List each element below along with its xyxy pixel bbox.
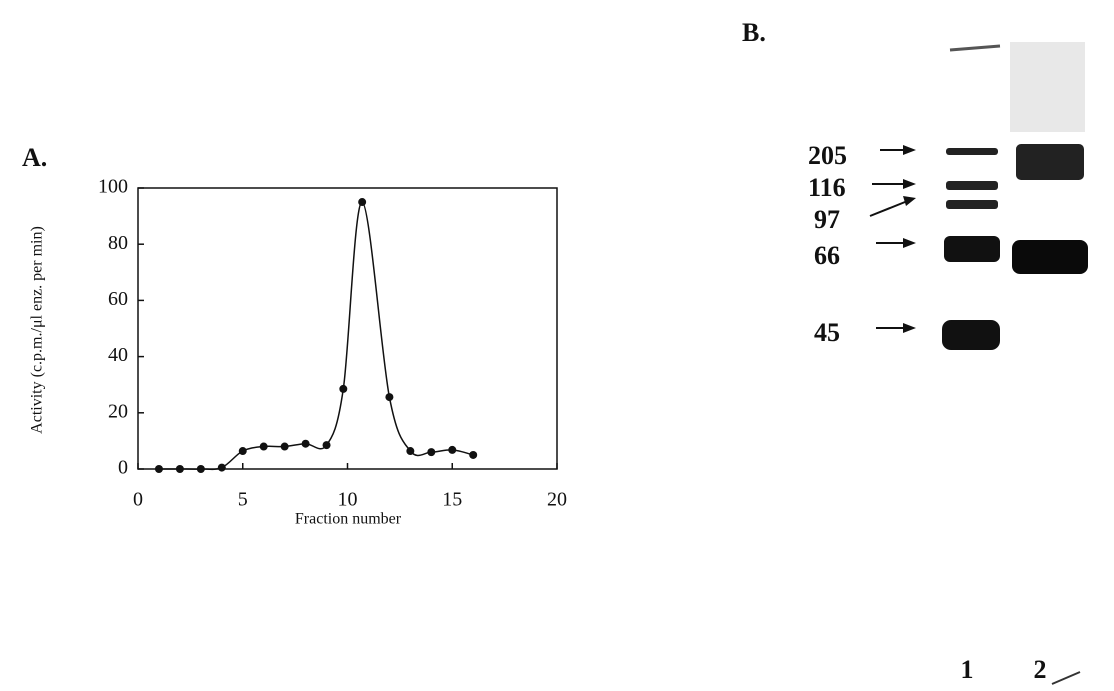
arrow-head	[903, 238, 916, 248]
x-tick-label: 10	[338, 489, 358, 511]
y-tick-label: 0	[118, 457, 128, 479]
band	[942, 320, 1000, 350]
data-point	[302, 440, 310, 448]
gel	[870, 42, 1088, 684]
data-point	[218, 464, 226, 472]
marker-label: 116	[808, 173, 846, 202]
y-tick-label: 20	[108, 400, 128, 422]
data-point	[427, 448, 435, 456]
band	[1016, 144, 1084, 180]
marker-label: 66	[814, 241, 840, 270]
arrow-head	[903, 196, 916, 206]
arrow-head	[903, 323, 916, 333]
arrow	[870, 200, 910, 216]
data-point	[339, 385, 347, 393]
marker-label: 45	[814, 318, 840, 347]
panel-label-b: B.	[742, 18, 766, 47]
plot-frame	[138, 188, 557, 469]
y-tick-label: 60	[108, 288, 128, 310]
band	[946, 148, 998, 155]
marker-label: 205	[808, 141, 847, 170]
data-point	[176, 465, 184, 473]
data-point	[197, 465, 205, 473]
data-point	[281, 443, 289, 451]
arrow-head	[903, 179, 916, 189]
x-tick-label: 20	[547, 489, 567, 511]
band	[946, 181, 998, 190]
lane-label: 1	[961, 655, 974, 684]
y-axis-title: Activity (c.p.m./μl enz. per min)	[29, 226, 46, 434]
gel-smear	[1010, 42, 1085, 132]
gel-well	[950, 46, 1000, 50]
data-point	[155, 465, 163, 473]
y-tick-label: 100	[98, 176, 128, 198]
data-point	[406, 447, 414, 455]
band	[944, 236, 1000, 262]
x-tick-label: 5	[238, 489, 248, 511]
band	[946, 200, 998, 209]
y-tick-label: 80	[108, 232, 128, 254]
figure: A. Fraction number Activity (c.p.m./μl e…	[0, 0, 1114, 691]
data-point	[323, 441, 331, 449]
panel-label-a: A.	[22, 143, 47, 172]
x-axis-title: Fraction number	[295, 511, 402, 528]
data-point	[358, 198, 366, 206]
data-point	[239, 447, 247, 455]
band	[1012, 240, 1088, 274]
data-point	[260, 443, 268, 451]
y-tick-label: 40	[108, 344, 128, 366]
gel-mark	[1052, 672, 1080, 684]
data-point	[469, 451, 477, 459]
x-tick-label: 0	[133, 489, 143, 511]
lane-label: 2	[1034, 655, 1047, 684]
marker-label: 97	[814, 205, 840, 234]
data-point	[448, 446, 456, 454]
data-point	[385, 393, 393, 401]
arrow-head	[903, 145, 916, 155]
x-tick-label: 15	[442, 489, 462, 511]
fit-curve	[159, 202, 473, 469]
